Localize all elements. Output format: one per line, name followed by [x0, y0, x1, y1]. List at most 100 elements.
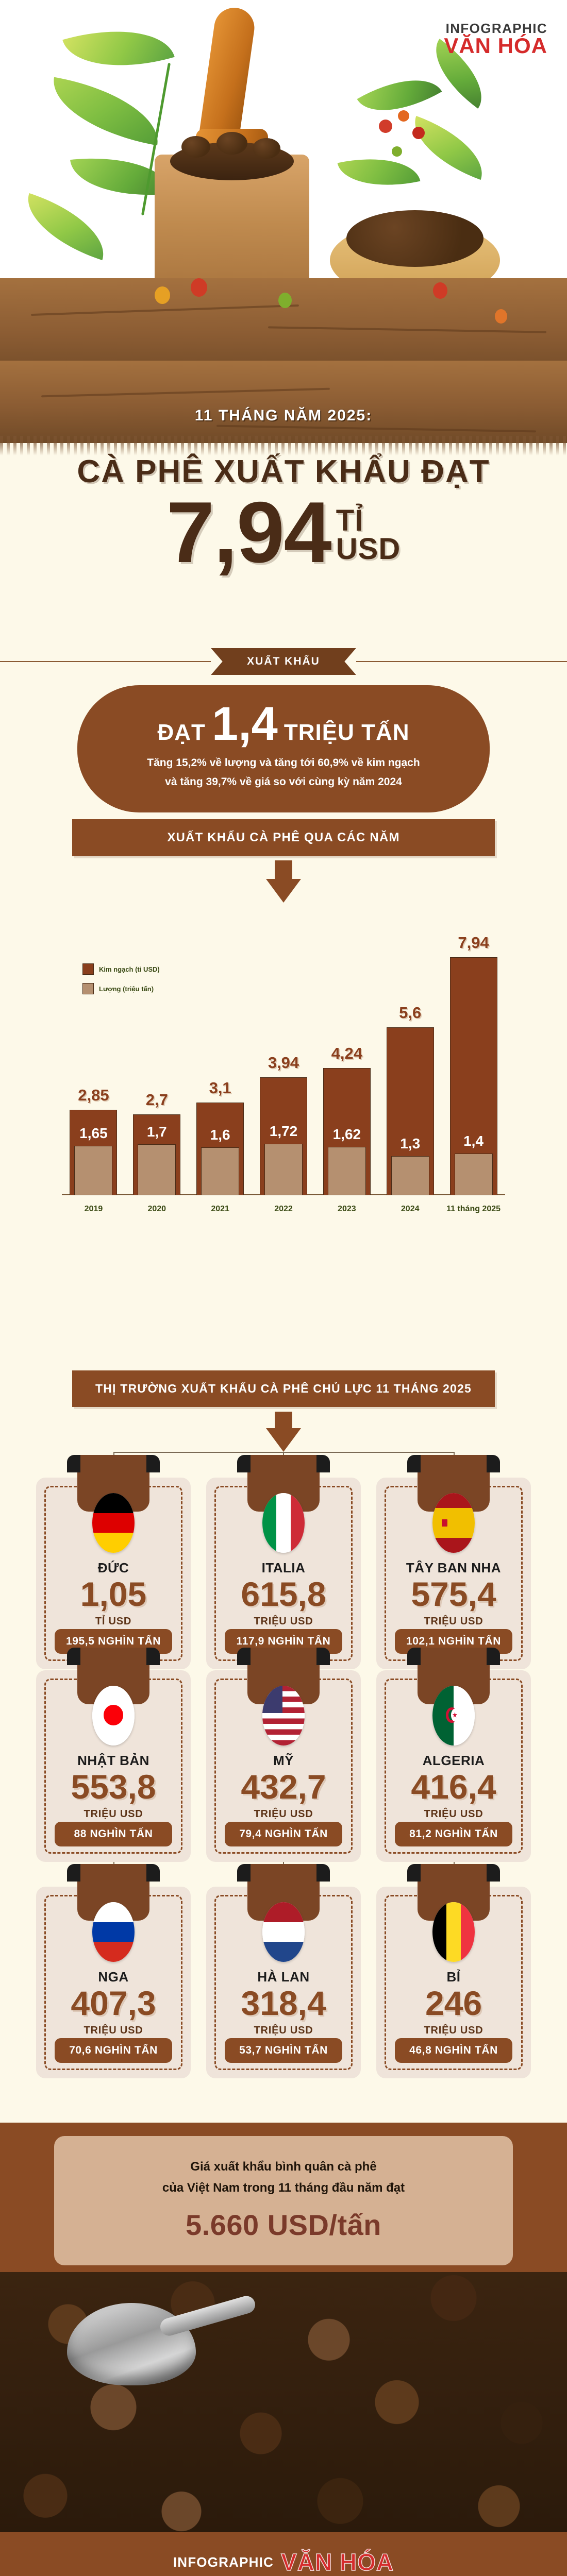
chart-bar-luong [138, 1144, 176, 1195]
hero-title-block: CÀ PHÊ XUẤT KHẨU ĐẠT 7,94 TỈ USD [0, 453, 567, 575]
average-price-card: Giá xuất khẩu bình quân cà phê của Việt … [54, 2136, 513, 2265]
market-card-tonnage-badge: 88 NGHÌN TẤN [55, 1822, 172, 1846]
market-card[interactable]: NGA 407,3 TRIỆU USD 70,6 NGHÌN TẤN [36, 1864, 191, 2078]
algeria-flag-icon [432, 1686, 475, 1745]
page-title: CÀ PHÊ XUẤT KHẨU ĐẠT [77, 454, 490, 489]
chart-value-label-kim-ngach: 4,24 [331, 1044, 363, 1062]
coffee-cherry-icon [412, 127, 425, 139]
coffee-cherry-icon [155, 286, 170, 304]
chart-arrow-icon [266, 879, 301, 903]
market-card-country-name: HÀ LAN [257, 1969, 310, 1985]
chart-bar-luong [74, 1146, 113, 1195]
germany-flag-icon [92, 1493, 135, 1553]
hero-illustration: INFOGRAPHIC VĂN HÓA [0, 0, 567, 361]
chart-bar-luong [454, 1154, 493, 1195]
markets-arrow-stem [275, 1412, 292, 1428]
market-card[interactable]: NHẬT BẢN 553,8 TRIỆU USD 88 NGHÌN TẤN [36, 1648, 191, 1862]
coffee-beans-photo [0, 2272, 567, 2532]
market-card-country-name: NHẬT BẢN [77, 1753, 149, 1768]
hero-big-unit-line2: USD [336, 532, 401, 566]
export-summary-note-line1: Tăng 15,2% về lượng và tăng tới 60,9% về… [147, 757, 420, 769]
chart-value-label-kim-ngach: 3,1 [209, 1079, 231, 1097]
chart-value-label-kim-ngach: 5,6 [399, 1004, 422, 1022]
chart-bar-luong [264, 1144, 303, 1195]
export-summary-headline: ĐẠT 1,4 TRIỆU TẤN [108, 700, 459, 748]
hero-headline-number: 7,94 TỈ USD [0, 489, 567, 575]
chart-value-label-kim-ngach: 7,94 [458, 934, 489, 952]
chart-legend: Kim ngạch (tỉ USD) Lượng (triệu tấn) [82, 963, 160, 1003]
export-summary-note-line2: và tăng 39,7% về giá so với cùng kỳ năm … [165, 775, 402, 788]
export-ribbon-label: XUẤT KHẨU [211, 648, 356, 675]
coffee-cherry-icon [392, 146, 402, 157]
brand-logo-footer: INFOGRAPHIC VĂN HÓA [0, 2532, 567, 2576]
leaf-icon [16, 193, 115, 261]
chart-section-header: XUẤT KHẨU CÀ PHÊ QUA CÁC NĂM [72, 819, 495, 856]
market-card-value: 318,4 [241, 1984, 326, 2022]
market-card-unit: TRIỆU USD [424, 1616, 483, 1627]
market-card-tonnage-badge: 81,2 NGHÌN TẤN [395, 1822, 512, 1846]
chart-value-label-luong: 1,65 [79, 1125, 108, 1141]
market-card-country-name: MỸ [273, 1753, 294, 1768]
market-card[interactable]: HÀ LAN 318,4 TRIỆU USD 53,7 NGHÌN TẤN [206, 1864, 361, 2078]
export-summary-suffix: TRIỆU TẤN [284, 720, 410, 745]
chart-x-tick-label: 2023 [338, 1205, 356, 1213]
market-card-value: 416,4 [411, 1768, 496, 1806]
legend-label-kim-ngach: Kim ngạch (tỉ USD) [99, 965, 160, 973]
netherlands-flag-icon [262, 1902, 305, 1962]
market-card-country-name: TÂY BAN NHA [406, 1560, 502, 1575]
market-card-unit: TRIỆU USD [424, 2025, 483, 2036]
market-card-unit: TRIỆU USD [84, 1808, 143, 1820]
market-card[interactable]: ITALIA 615,8 TRIỆU USD 117,9 NGHÌN TẤN [206, 1455, 361, 1669]
chart-value-label-luong: 1,72 [269, 1123, 298, 1139]
legend-item-kim-ngach: Kim ngạch (tỉ USD) [82, 963, 160, 975]
market-card-country-name: ĐỨC [97, 1560, 129, 1575]
legend-label-luong: Lượng (triệu tấn) [99, 985, 154, 993]
connector-horizontal [113, 1452, 455, 1453]
market-card[interactable]: ĐỨC 1,05 TỈ USD 195,5 NGHÌN TẤN [36, 1455, 191, 1669]
market-card-value: 553,8 [71, 1768, 156, 1806]
market-card-country-name: ALGERIA [422, 1753, 485, 1768]
market-card-unit: TRIỆU USD [424, 1808, 483, 1820]
chart-bar-luong [327, 1147, 366, 1195]
market-card-unit: TỈ USD [95, 1616, 132, 1627]
market-card[interactable]: TÂY BAN NHA 575,4 TRIỆU USD 102,1 NGHÌN TẤN [376, 1455, 531, 1669]
markets-section-header: THỊ TRƯỜNG XUẤT KHẨU CÀ PHÊ CHỦ LỰC 11 T… [72, 1370, 495, 1407]
market-card-value: 246 [425, 1984, 482, 2022]
brand-infographic-label: INFOGRAPHIC [445, 21, 547, 36]
market-card-country-name: ITALIA [261, 1560, 306, 1575]
chart-plot-area: 2,85 1,65 2,7 1,7 3,1 1,6 3,94 1,72 4,24 1,62 5,6 1… [62, 934, 505, 1195]
market-card-tonnage-badge: 53,7 NGHÌN TẤN [225, 2038, 342, 2063]
usa-flag-icon [262, 1686, 305, 1745]
market-card-unit: TRIỆU USD [84, 2025, 143, 2036]
footer-vanhoa-label: VĂN HÓA [280, 2548, 394, 2576]
chart-value-label-kim-ngach: 2,7 [145, 1091, 168, 1109]
chart-arrow-stem [275, 860, 292, 879]
market-card-unit: TRIỆU USD [254, 2025, 313, 2036]
export-summary-card: ĐẠT 1,4 TRIỆU TẤN Tăng 15,2% về lượng và… [77, 685, 490, 812]
belgium-flag-icon [432, 1902, 475, 1962]
chart-x-tick-label: 2024 [401, 1205, 420, 1213]
chart-value-label-luong: 1,62 [332, 1126, 361, 1142]
market-card-unit: TRIỆU USD [254, 1808, 313, 1820]
market-card-country-name: BỈ [446, 1969, 461, 1985]
chart-value-label-kim-ngach: 3,94 [268, 1054, 299, 1072]
market-card[interactable]: BỈ 246 TRIỆU USD 46,8 NGHÌN TẤN [376, 1864, 531, 2078]
hero-big-unit: TỈ USD [336, 505, 401, 568]
chart-x-tick-label: 2020 [147, 1205, 166, 1213]
italy-flag-icon [262, 1493, 305, 1553]
market-card[interactable]: ALGERIA 416,4 TRIỆU USD 81,2 NGHÌN TẤN [376, 1648, 531, 1862]
chart-value-label-luong: 1,4 [463, 1133, 484, 1149]
export-summary-note: Tăng 15,2% về lượng và tăng tới 60,9% về… [108, 754, 459, 792]
market-card[interactable]: MỸ 432,7 TRIỆU USD 79,4 NGHÌN TẤN [206, 1648, 361, 1862]
average-price-caption-line1: Giá xuất khẩu bình quân cà phê [190, 2160, 377, 2174]
export-ribbon-row: XUẤT KHẨU [0, 648, 567, 675]
market-card-value: 432,7 [241, 1768, 326, 1806]
chart-value-label-luong: 1,7 [146, 1124, 167, 1140]
market-card-tonnage-badge: 46,8 NGHÌN TẤN [395, 2038, 512, 2063]
market-card-tonnage-badge: 79,4 NGHÌN TẤN [225, 1822, 342, 1846]
coffee-cherry-icon [398, 110, 409, 122]
chart-x-tick-label: 2019 [84, 1205, 103, 1213]
chart-value-label-luong: 1,3 [400, 1136, 421, 1151]
coffee-cherry-icon [495, 309, 507, 324]
